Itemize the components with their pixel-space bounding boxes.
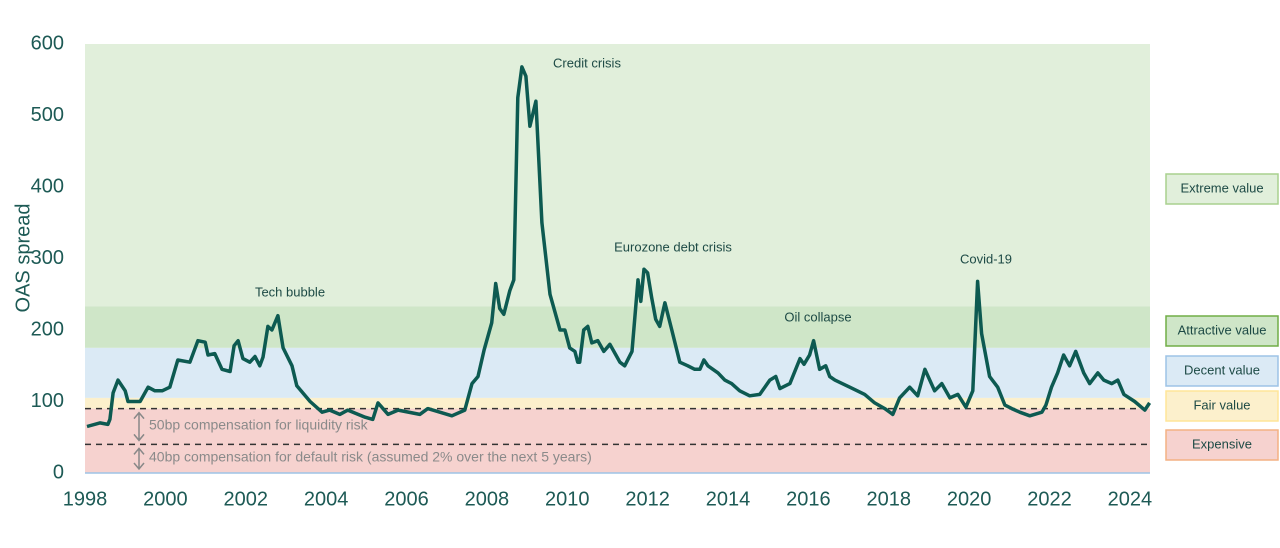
x-tick-label: 2008 bbox=[465, 488, 510, 510]
annotation: Tech bubble bbox=[255, 284, 325, 299]
y-tick-label: 200 bbox=[31, 318, 64, 340]
zone-legend-label: Attractive value bbox=[1178, 322, 1267, 337]
x-tick-label: 2004 bbox=[304, 488, 349, 510]
annotation: Credit crisis bbox=[553, 55, 621, 70]
note: 40bp compensation for default risk (assu… bbox=[149, 449, 592, 465]
y-tick-label: 500 bbox=[31, 104, 64, 126]
x-tick-label: 2014 bbox=[706, 488, 751, 510]
zone-legend-label: Decent value bbox=[1184, 362, 1260, 377]
x-tick-label: 2022 bbox=[1027, 488, 1072, 510]
x-tick-label: 2012 bbox=[625, 488, 670, 510]
zone-legend-box bbox=[1165, 355, 1279, 387]
y-axis-label: OAS spread bbox=[12, 204, 34, 313]
zone-legend-box bbox=[1165, 173, 1279, 205]
y-tick-label: 0 bbox=[53, 461, 64, 483]
x-tick-label: 2020 bbox=[947, 488, 992, 510]
x-tick-label: 2002 bbox=[224, 488, 269, 510]
annotation: Covid-19 bbox=[960, 251, 1012, 266]
x-tick-label: 2010 bbox=[545, 488, 590, 510]
value-zone bbox=[85, 397, 1150, 409]
y-tick-label: 300 bbox=[31, 247, 64, 269]
annotation: Eurozone debt crisis bbox=[614, 239, 732, 254]
x-tick-label: 2016 bbox=[786, 488, 831, 510]
zone-legend-box bbox=[1165, 315, 1279, 347]
y-tick-label: 400 bbox=[31, 175, 64, 197]
x-tick-label: 2000 bbox=[143, 488, 188, 510]
zone-legend-label: Fair value bbox=[1193, 397, 1250, 412]
zone-legend-box bbox=[1165, 390, 1279, 422]
x-tick-label: 1998 bbox=[63, 488, 108, 510]
value-zone bbox=[85, 408, 1150, 473]
value-zone bbox=[85, 44, 1150, 307]
annotation: Oil collapse bbox=[784, 309, 851, 324]
note: 50bp compensation for liquidity risk bbox=[149, 417, 369, 433]
x-tick-label: 2006 bbox=[384, 488, 429, 510]
spread-line bbox=[86, 65, 1152, 429]
y-tick-label: 100 bbox=[31, 390, 64, 412]
arrow bbox=[133, 411, 145, 442]
arrow bbox=[133, 447, 145, 471]
y-tick-label: 600 bbox=[31, 32, 64, 54]
x-tick-label: 2018 bbox=[867, 488, 912, 510]
zone-legend-label: Extreme value bbox=[1180, 180, 1263, 195]
zone-legend-label: Expensive bbox=[1192, 436, 1252, 451]
zone-legend-box bbox=[1165, 429, 1279, 461]
x-tick-label: 2024 bbox=[1108, 488, 1153, 510]
value-zone bbox=[85, 306, 1150, 348]
